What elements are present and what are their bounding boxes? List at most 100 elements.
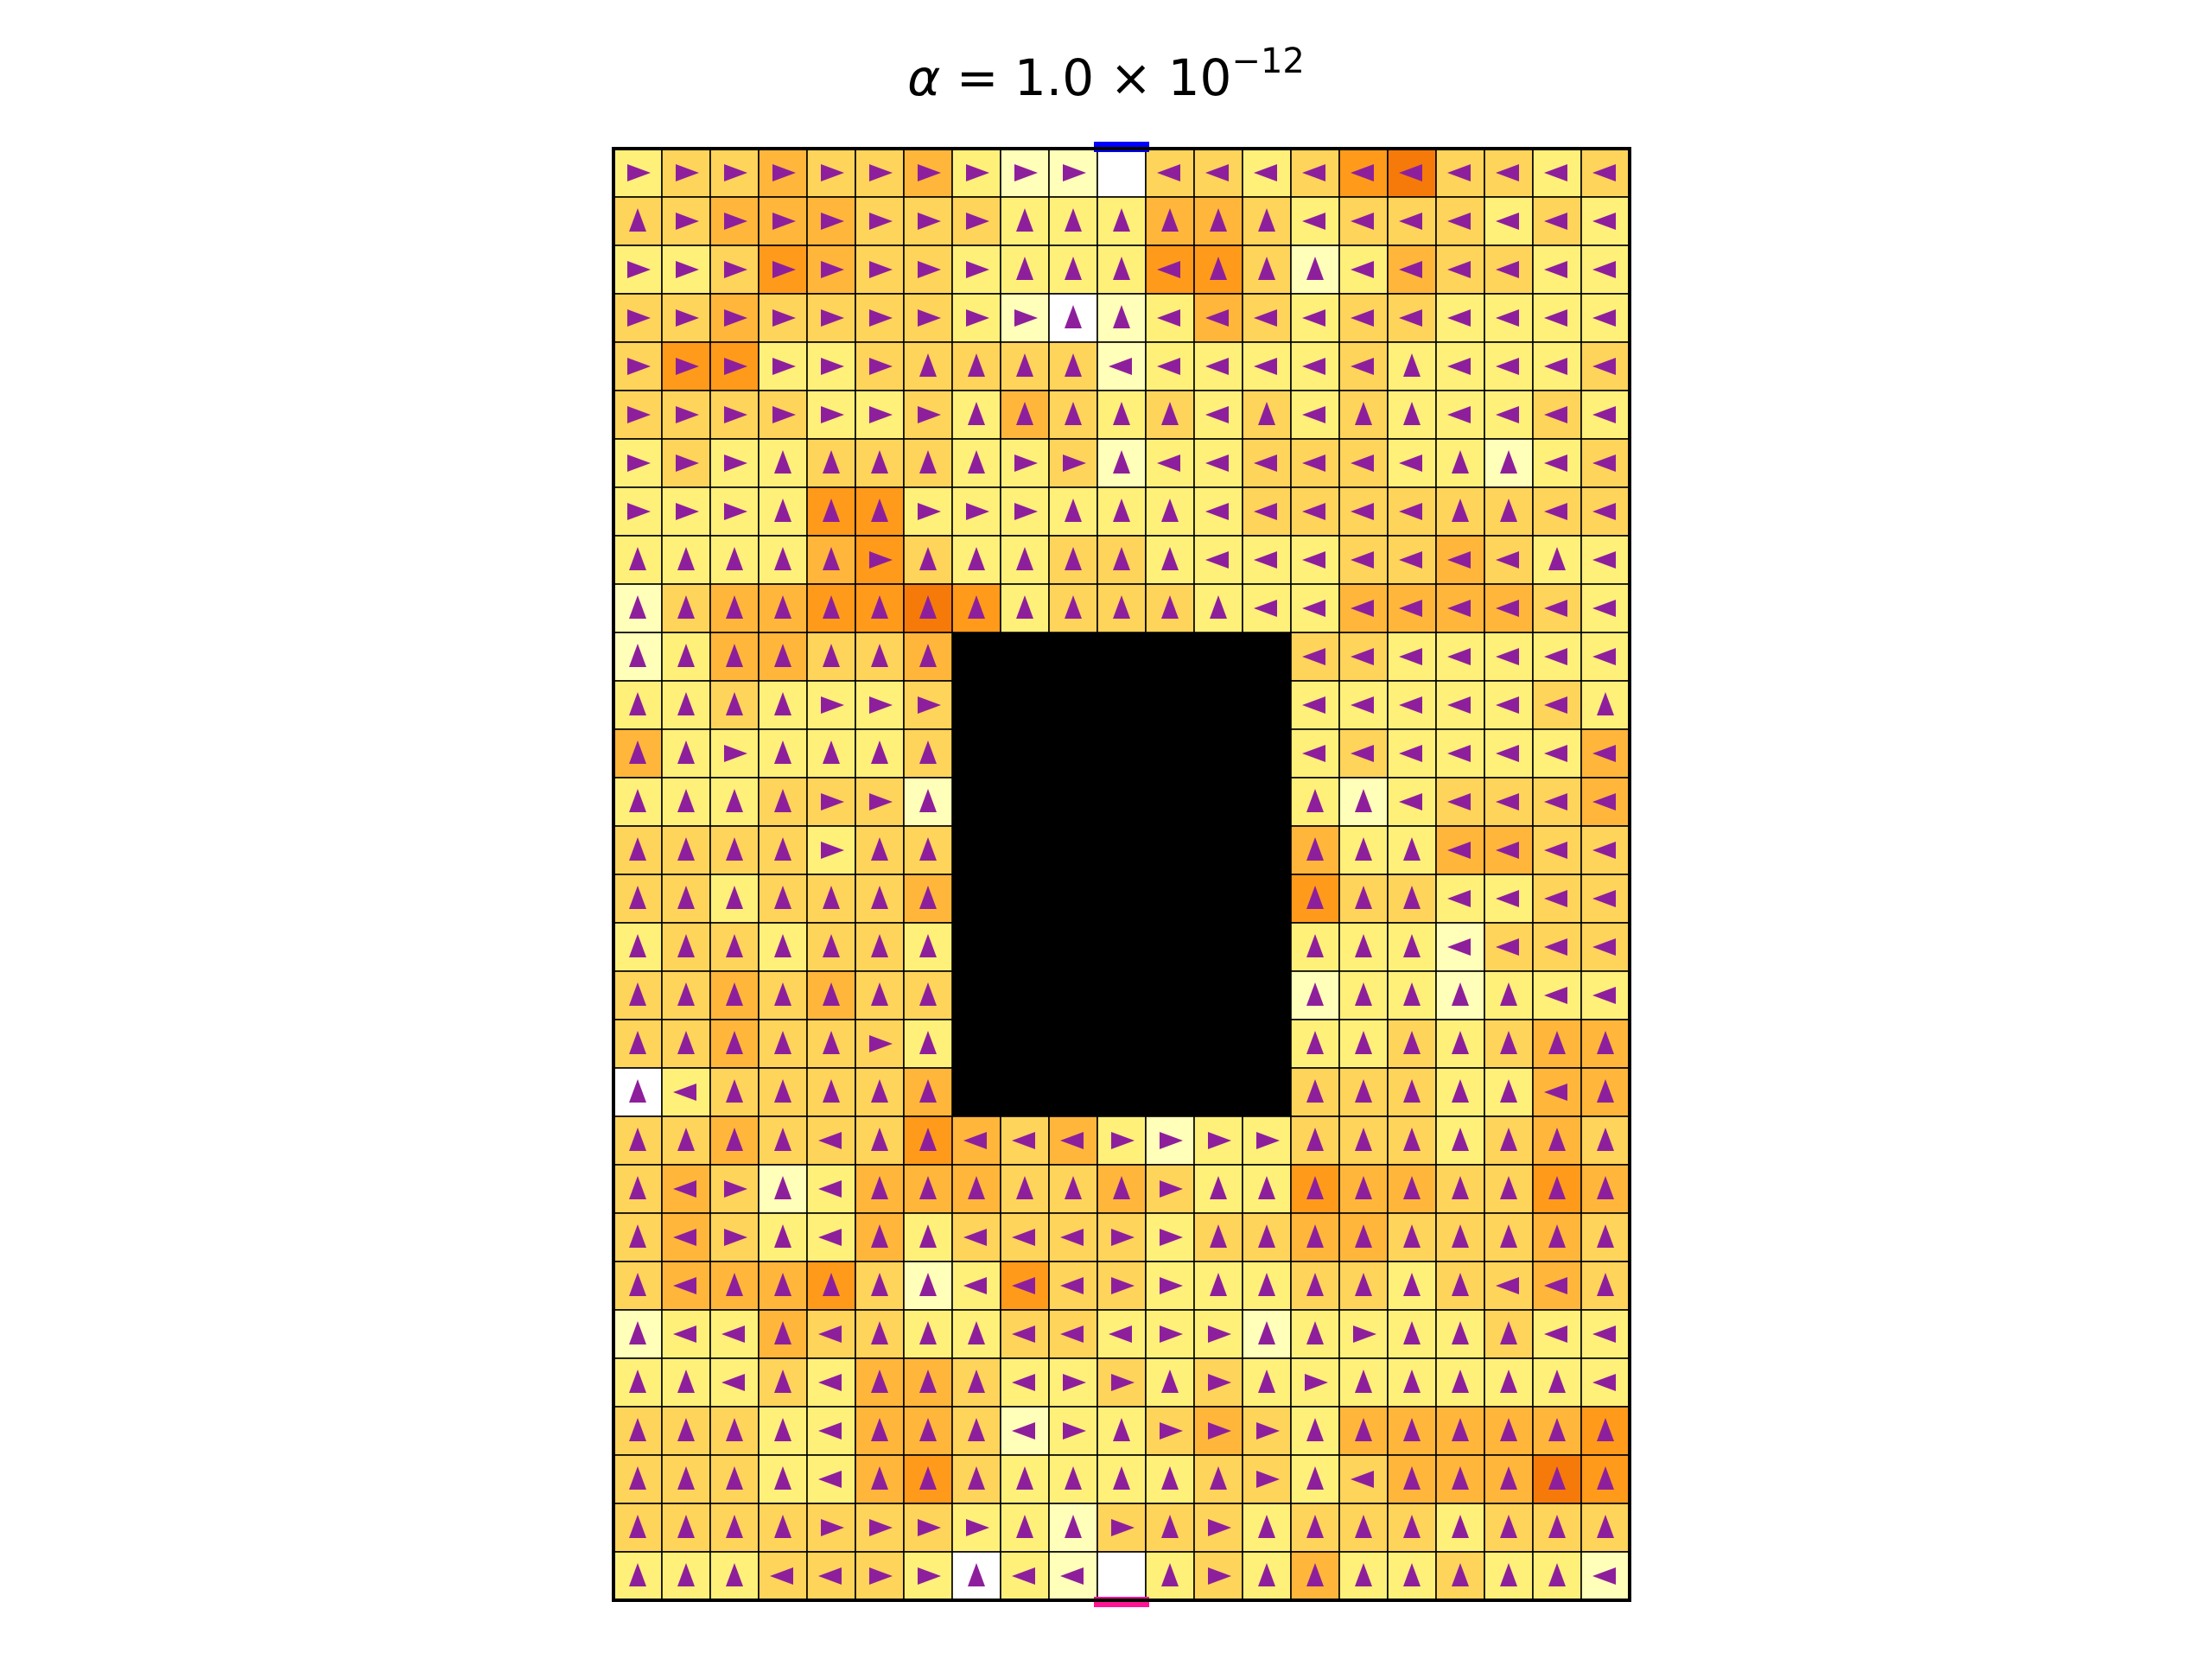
- arrow-up-marker: [1113, 499, 1130, 522]
- arrow-left-marker: [1592, 454, 1616, 472]
- arrow-up-marker: [1355, 934, 1372, 957]
- arrow-right-marker: [1014, 454, 1038, 472]
- arrow-left-marker: [1399, 696, 1422, 714]
- arrow-left-marker: [1399, 213, 1422, 230]
- arrow-left-marker: [1592, 987, 1616, 1004]
- arrow-up-marker: [677, 1563, 695, 1586]
- arrow-left-marker: [963, 1229, 987, 1246]
- arrow-up-marker: [1258, 1563, 1275, 1586]
- arrow-up-marker: [1306, 1128, 1324, 1151]
- arrow-left-marker: [1592, 648, 1616, 665]
- arrow-up-marker: [1065, 353, 1082, 377]
- title-equals: =: [940, 48, 1014, 107]
- arrow-up-marker: [774, 1079, 791, 1103]
- heatmap-cell: [951, 148, 1001, 198]
- arrow-up-marker: [968, 595, 985, 619]
- arrow-up-marker: [1597, 1031, 1614, 1054]
- arrow-up-marker: [1161, 1515, 1179, 1538]
- arrow-up-marker: [1210, 1273, 1227, 1296]
- arrow-left-marker: [1544, 309, 1567, 327]
- arrow-up-marker: [1597, 692, 1614, 715]
- arrow-up-marker: [1403, 1466, 1421, 1490]
- arrow-up-marker: [1113, 1418, 1130, 1441]
- arrow-right-marker: [724, 213, 747, 230]
- arrow-up-marker: [871, 934, 888, 957]
- arrow-left-marker: [1496, 164, 1519, 181]
- arrow-right-marker: [821, 842, 844, 859]
- arrow-up-marker: [726, 1466, 743, 1490]
- arrow-left-marker: [1060, 1325, 1084, 1343]
- arrow-up-marker: [1403, 1031, 1421, 1054]
- arrow-left-marker: [1351, 358, 1374, 375]
- arrow-left-marker: [818, 1229, 842, 1246]
- arrow-right-marker: [1256, 1422, 1280, 1440]
- arrow-up-marker: [774, 644, 791, 667]
- arrow-up-marker: [1210, 1224, 1227, 1248]
- arrow-right-marker: [724, 358, 747, 375]
- arrow-left-marker: [1496, 745, 1519, 762]
- arrow-up-marker: [677, 789, 695, 812]
- arrow-left-marker: [1302, 358, 1325, 375]
- arrow-left-marker: [1060, 1229, 1084, 1246]
- arrow-up-marker: [1306, 886, 1324, 909]
- arrow-left-marker: [1544, 745, 1567, 762]
- arrow-right-marker: [1063, 1422, 1086, 1440]
- arrow-left-marker: [1447, 696, 1471, 714]
- heatmap-cell: [1484, 1261, 1534, 1311]
- arrow-up-marker: [726, 1079, 743, 1103]
- arrow-up-marker: [1016, 1176, 1033, 1199]
- arrow-right-marker: [869, 793, 893, 810]
- arrow-left-marker: [1544, 648, 1567, 665]
- arrow-right-marker: [918, 406, 941, 423]
- arrow-up-marker: [1500, 1466, 1517, 1490]
- arrow-up-marker: [1161, 1466, 1179, 1490]
- arrow-up-marker: [1355, 1418, 1372, 1441]
- arrow-left-marker: [1399, 793, 1422, 810]
- arrow-up-marker: [1306, 1031, 1324, 1054]
- arrow-right-marker: [1111, 1519, 1135, 1536]
- title-mantissa: 1.0: [1014, 48, 1094, 107]
- arrow-up-marker: [677, 1466, 695, 1490]
- arrow-up-marker: [677, 1031, 695, 1054]
- arrow-up-marker: [629, 1224, 646, 1248]
- arrow-up-marker: [726, 1128, 743, 1151]
- arrow-right-marker: [627, 406, 651, 423]
- arrow-up-marker: [919, 934, 937, 957]
- arrow-left-marker: [1012, 1277, 1035, 1294]
- arrow-right-marker: [918, 261, 941, 278]
- arrow-up-marker: [823, 886, 840, 909]
- arrow-right-marker: [1111, 1132, 1135, 1149]
- arrow-right-marker: [1208, 1374, 1231, 1391]
- arrow-up-marker: [823, 741, 840, 764]
- arrow-left-marker: [673, 1325, 696, 1343]
- arrow-up-marker: [774, 886, 791, 909]
- arrow-up-marker: [677, 837, 695, 861]
- arrow-up-marker: [823, 450, 840, 474]
- arrow-left-marker: [1544, 890, 1567, 907]
- arrow-left-marker: [1592, 745, 1616, 762]
- arrow-left-marker: [818, 1374, 842, 1391]
- arrow-right-marker: [1063, 1374, 1086, 1391]
- arrow-left-marker: [1592, 213, 1616, 230]
- arrow-up-marker: [1306, 789, 1324, 812]
- arrow-up-marker: [629, 837, 646, 861]
- arrow-left-marker: [1157, 454, 1180, 472]
- arrow-up-marker: [1452, 1321, 1469, 1344]
- arrow-up-marker: [677, 1128, 695, 1151]
- arrow-up-marker: [726, 789, 743, 812]
- arrow-right-marker: [918, 1519, 941, 1536]
- arrow-right-marker: [724, 309, 747, 327]
- arrow-up-marker: [1597, 1128, 1614, 1151]
- arrow-up-marker: [774, 692, 791, 715]
- arrow-up-marker: [919, 837, 937, 861]
- arrow-left-marker: [1544, 842, 1567, 859]
- arrow-up-marker: [629, 208, 646, 232]
- arrow-up-marker: [1355, 1128, 1372, 1151]
- arrow-up-marker: [968, 450, 985, 474]
- arrow-up-marker: [629, 1370, 646, 1393]
- arrow-left-marker: [1399, 164, 1422, 181]
- arrow-up-marker: [1065, 1515, 1082, 1538]
- arrow-left-marker: [721, 1374, 745, 1391]
- title-alpha-symbol: α: [907, 48, 940, 107]
- arrow-up-marker: [629, 595, 646, 619]
